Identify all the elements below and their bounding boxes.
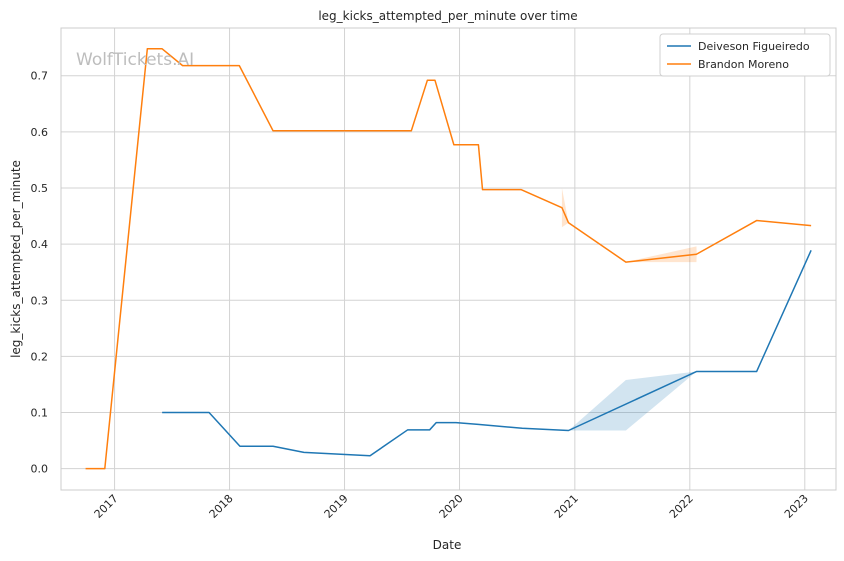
series-line-1 [85, 48, 812, 470]
grid [61, 28, 836, 490]
series-line-0 [162, 249, 812, 457]
chart-title: leg_kicks_attempted_per_minute over time [318, 9, 577, 23]
confidence-band-1 [561, 187, 697, 263]
y-tick-label: 0.7 [31, 70, 49, 83]
y-tick-label: 0.2 [31, 350, 49, 363]
series-lines [85, 48, 812, 470]
y-tick-label: 0.3 [31, 294, 49, 307]
y-axis-label: leg_kicks_attempted_per_minute [9, 160, 23, 358]
y-tick-label: 0.5 [31, 182, 49, 195]
plot-frame [60, 27, 837, 491]
y-tick-label: 0.6 [31, 126, 49, 139]
y-tick-label: 0.0 [31, 463, 49, 476]
watermark: WolfTickets.AI [76, 50, 194, 70]
y-ticks: 0.0 0.1 0.2 0.3 0.4 0.5 0.6 0.7 [31, 70, 49, 476]
plot-area [61, 28, 836, 490]
legend-box [659, 33, 831, 77]
legend-label-figueiredo: Deiveson Figueiredo [698, 40, 810, 53]
legend-label-moreno: Brandon Moreno [698, 58, 789, 71]
x-axis-label: Date [433, 538, 462, 552]
y-tick-label: 0.4 [31, 238, 49, 251]
legend: Deiveson Figueiredo Brandon Moreno [659, 33, 831, 77]
y-tick-label: 0.1 [31, 407, 49, 420]
